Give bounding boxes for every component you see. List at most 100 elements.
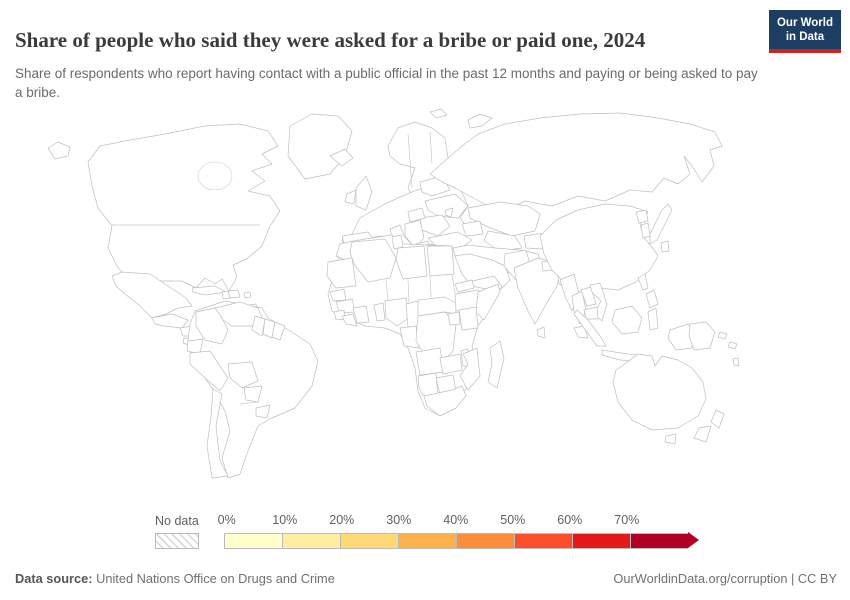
map-legend: No data 0% 10% 20% 30% 40% 50% 60% 70% [155, 513, 715, 555]
legend-bin[interactable] [572, 533, 630, 549]
country-libya[interactable] [395, 245, 428, 280]
country-japan[interactable] [649, 203, 673, 245]
country-togo-benin[interactable] [373, 302, 386, 322]
country-mozambique[interactable] [459, 347, 481, 391]
legend-tick: 30% [386, 513, 412, 527]
country-western-sahara-mauritania[interactable] [326, 257, 357, 289]
legend-no-data-swatch[interactable] [155, 533, 199, 549]
country-sri-lanka[interactable] [536, 326, 546, 339]
country-north-korea[interactable] [635, 209, 649, 224]
country-eritrea[interactable] [454, 279, 475, 293]
country-peru[interactable] [189, 350, 229, 392]
country-cambodia[interactable] [583, 306, 599, 320]
country-south-africa[interactable] [423, 385, 467, 417]
country-west-new-guinea[interactable] [667, 323, 694, 351]
country-egypt[interactable] [426, 245, 455, 277]
country-philippines[interactable] [645, 289, 659, 309]
country-caucasus[interactable] [461, 220, 484, 237]
country-ireland[interactable] [344, 189, 357, 205]
chart-subtitle: Share of respondents who report having c… [15, 65, 758, 101]
country-united-kingdom[interactable] [355, 175, 373, 211]
country-svalbard[interactable] [429, 108, 448, 119]
country-angola[interactable] [415, 347, 445, 376]
country-mexico[interactable] [111, 271, 193, 319]
legend-bin[interactable] [282, 533, 340, 549]
country-cuba[interactable] [191, 285, 227, 296]
country-ivory-coast[interactable] [352, 305, 370, 324]
country-french-guiana[interactable] [271, 321, 286, 341]
legend-arrow [688, 532, 699, 548]
owid-logo-line1: Our World [776, 17, 833, 29]
chart-title: Share of people who said they were asked… [15, 28, 646, 53]
legend-bins [224, 532, 699, 549]
owid-logo[interactable]: Our World in Data [768, 10, 841, 54]
legend-bin[interactable] [398, 533, 456, 549]
country-algeria[interactable] [349, 238, 397, 283]
legend-ticks: 0% 10% 20% 30% 40% 50% 60% 70% [218, 513, 704, 529]
legend-bin[interactable] [456, 533, 514, 549]
country-indonesia-sumatra[interactable] [573, 309, 607, 347]
country-suriname[interactable] [262, 318, 276, 339]
data-source-label: Data source: [15, 571, 93, 586]
country-tunisia[interactable] [391, 234, 404, 250]
country-uruguay[interactable] [255, 404, 271, 419]
country-philippines[interactable] [637, 273, 649, 291]
country-kenya[interactable] [458, 306, 479, 331]
country-uganda[interactable] [447, 311, 461, 326]
legend-bin[interactable] [224, 533, 282, 549]
legend-bin[interactable] [514, 533, 572, 549]
country-india[interactable] [513, 257, 562, 325]
legend-no-data-label: No data [155, 514, 199, 528]
country-guyana[interactable] [251, 315, 266, 337]
country-gabon-congo[interactable] [399, 325, 420, 349]
country-russia-chukotka[interactable] [47, 141, 71, 160]
country-papua-new-guinea[interactable] [688, 321, 716, 351]
legend-tick: 50% [500, 513, 526, 527]
country-puerto-rico[interactable] [243, 291, 252, 299]
world-map [0, 104, 850, 504]
footer-link-text[interactable]: OurWorldinData.org/corruption | CC BY [613, 571, 837, 586]
country-madagascar[interactable] [487, 340, 505, 389]
country-greenland[interactable] [287, 113, 353, 180]
legend-tick: 40% [443, 513, 469, 527]
country-zambia[interactable] [439, 353, 463, 375]
country-hungary[interactable] [407, 207, 426, 223]
country-nigeria[interactable] [384, 297, 410, 327]
country-indonesia-borneo[interactable] [611, 305, 643, 335]
world-map-svg [47, 108, 740, 479]
data-source-text: Data source: United Nations Office on Dr… [15, 571, 335, 586]
owid-logo-line2: in Data [785, 31, 825, 44]
country-taiwan[interactable] [660, 240, 670, 253]
legend-tick: 0% [217, 513, 236, 527]
hudson-bay [197, 161, 233, 191]
legend-tick: 20% [329, 513, 355, 527]
country-new-zealand-north[interactable] [710, 409, 725, 429]
legend-tick: 60% [557, 513, 583, 527]
country-south-korea[interactable] [640, 222, 651, 239]
country-tasmania[interactable] [664, 433, 677, 445]
chart-footer: Data source: United Nations Office on Dr… [15, 571, 837, 586]
country-iceland[interactable] [329, 148, 354, 167]
country-new-zealand-south[interactable] [693, 425, 712, 443]
country-colombia[interactable] [195, 307, 229, 345]
legend-tick: 70% [614, 513, 640, 527]
country-solomon-islands[interactable] [717, 331, 728, 340]
country-moldova[interactable] [444, 207, 454, 218]
country-liberia[interactable] [341, 313, 358, 327]
country-solomon-islands[interactable] [727, 341, 738, 350]
country-indonesia-sulawesi[interactable] [647, 307, 659, 331]
legend-tick: 10% [272, 513, 298, 527]
country-novaya-zemlya[interactable] [467, 113, 493, 129]
country-ukraine[interactable] [424, 193, 469, 219]
country-australia[interactable] [612, 353, 707, 431]
data-source-value: United Nations Office on Drugs and Crime [92, 571, 335, 586]
country-bolivia[interactable] [227, 361, 259, 389]
legend-bin[interactable] [630, 533, 688, 549]
country-vanuatu[interactable] [732, 357, 740, 367]
country-borders [112, 131, 456, 405]
country-canada-usa[interactable] [87, 123, 281, 292]
legend-bin[interactable] [340, 533, 398, 549]
country-dominican-republic[interactable] [227, 289, 241, 299]
country-chile[interactable] [206, 388, 229, 479]
